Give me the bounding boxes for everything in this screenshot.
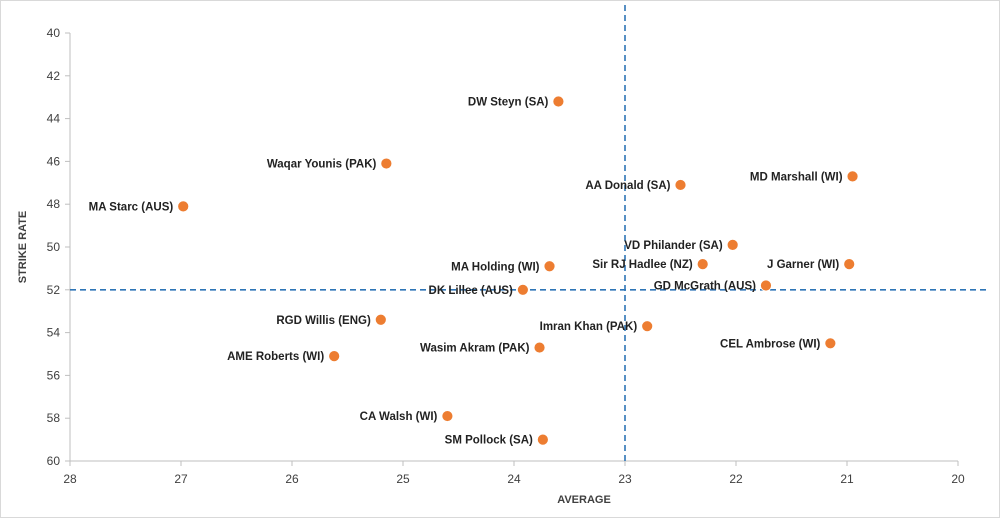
data-point: [696, 258, 709, 271]
y-tick-label: 44: [47, 112, 61, 126]
data-point: [533, 341, 546, 354]
x-tick-label: 24: [507, 472, 521, 486]
data-point: [536, 433, 549, 446]
y-tick-label: 48: [47, 197, 61, 211]
data-point: [726, 238, 739, 251]
x-tick-label: 28: [63, 472, 77, 486]
data-label: CEL Ambrose (WI): [720, 338, 820, 350]
data-point: [328, 350, 341, 363]
data-label: MA Holding (WI): [451, 261, 540, 273]
data-point: [177, 200, 190, 213]
data-point: [380, 157, 393, 170]
data-label: Wasim Akram (PAK): [420, 343, 530, 355]
x-tick-label: 20: [951, 472, 965, 486]
data-label: Imran Khan (PAK): [540, 321, 638, 333]
data-label: AA Donald (SA): [585, 180, 670, 192]
axes: 28 27 26 25 24 23 22 21 20 40 42 44 46 48 50 52 54 56 58 60: [47, 26, 965, 486]
data-label: Waqar Younis (PAK): [267, 159, 377, 171]
data-point: [824, 337, 837, 350]
x-axis-title: AVERAGE: [557, 494, 611, 506]
data-points: [177, 95, 859, 446]
data-point: [374, 313, 387, 326]
data-label: CA Walsh (WI): [360, 411, 438, 423]
y-tick-label: 60: [47, 454, 61, 468]
data-label: GD McGrath (AUS): [654, 281, 756, 293]
x-tick-label: 26: [285, 472, 299, 486]
data-label: DK Lillee (AUS): [429, 285, 514, 297]
y-tick-label: 58: [47, 411, 61, 425]
data-label: RGD Willis (ENG): [276, 315, 371, 327]
data-point: [441, 410, 454, 422]
data-point: [846, 170, 859, 183]
y-tick-label: 54: [47, 326, 61, 340]
y-tick-label: 52: [47, 283, 61, 297]
data-label: Sir RJ Hadlee (NZ): [592, 259, 692, 271]
x-tick-label: 27: [174, 472, 188, 486]
x-tick-label: 23: [618, 472, 632, 486]
y-tick-label: 50: [47, 240, 61, 254]
y-tick-label: 56: [47, 368, 61, 382]
x-tick-label: 25: [396, 472, 410, 486]
data-label: J Garner (WI): [767, 259, 839, 271]
x-tick-label: 21: [840, 472, 854, 486]
y-axis-title: STRIKE RATE: [17, 211, 29, 284]
x-tick-label: 22: [729, 472, 743, 486]
data-label: MA Starc (AUS): [89, 201, 174, 213]
data-label: MD Marshall (WI): [750, 171, 843, 183]
data-point: [843, 258, 856, 271]
data-label: DW Steyn (SA): [468, 96, 549, 108]
data-point: [641, 320, 654, 333]
data-labels: DW Steyn (SA) Waqar Younis (PAK) MA Starc …: [89, 96, 843, 446]
y-tick-label: 46: [47, 154, 61, 168]
data-label: SM Pollock (SA): [445, 435, 533, 447]
data-point: [674, 179, 687, 191]
y-tick-label: 40: [47, 26, 61, 40]
data-point: [543, 260, 556, 273]
data-point: [516, 283, 529, 296]
reference-lines: [70, 5, 990, 461]
data-point: [552, 95, 565, 108]
data-point: [760, 279, 772, 292]
data-label: VD Philander (SA): [624, 240, 723, 252]
data-label: AME Roberts (WI): [227, 351, 324, 363]
y-tick-label: 42: [47, 69, 61, 83]
